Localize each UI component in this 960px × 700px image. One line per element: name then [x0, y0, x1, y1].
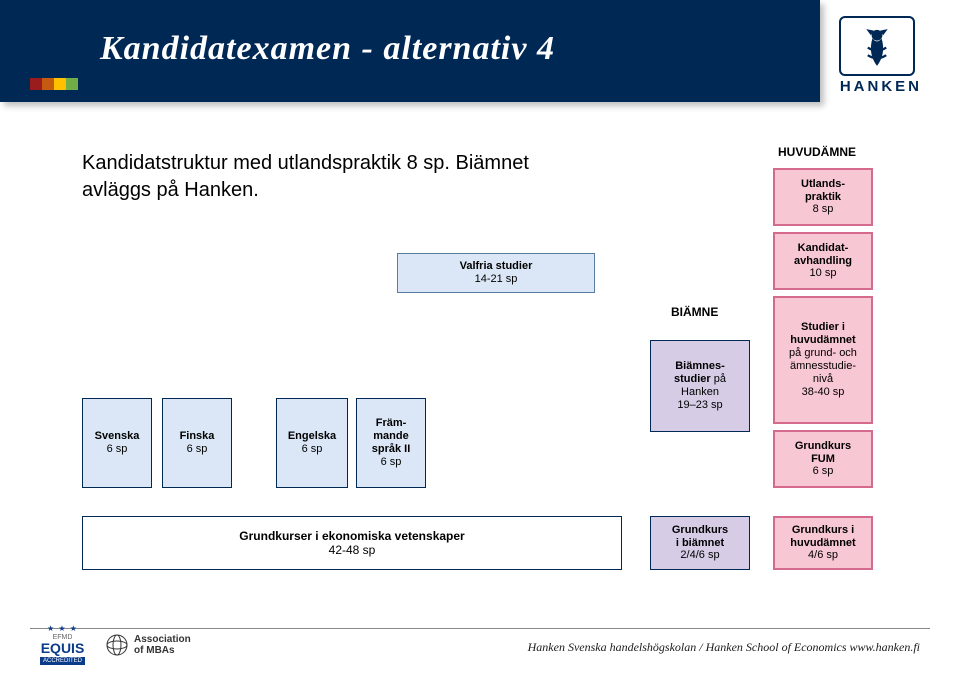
- hanken-logo-text: HANKEN: [840, 78, 922, 95]
- text: mande: [373, 430, 408, 443]
- text: Studier i: [801, 321, 845, 334]
- box-frammande-sprak: Främ- mande språk II 6 sp: [356, 398, 426, 488]
- box-studier-i-huvudamnet: Studier i huvudämnet på grund- och ämnes…: [773, 296, 873, 424]
- subtitle-line2: avläggs på Hanken.: [82, 179, 259, 201]
- text: Grundkurs: [672, 524, 728, 537]
- text: FUM: [811, 453, 835, 466]
- text: 6 sp: [381, 456, 402, 469]
- text: 8 sp: [813, 203, 834, 216]
- text: 38-40 sp: [802, 386, 845, 399]
- box-biamnesstudier: Biämnes- studier på Hanken 19–23 sp: [650, 340, 750, 432]
- text: Grundkurs i: [792, 524, 854, 537]
- text: språk II: [372, 443, 411, 456]
- text: 14-21 sp: [475, 273, 518, 286]
- text: Biämnes-: [675, 360, 725, 372]
- text: Kandidat-: [798, 242, 849, 255]
- huvudamne-label: HUVUDÄMNE: [778, 145, 856, 159]
- text: Grundkurser i ekonomiska vetenskaper: [239, 529, 464, 543]
- text: Utlands-: [801, 178, 845, 191]
- text: avhandling: [794, 255, 852, 268]
- hanken-logo-icon: [839, 16, 915, 76]
- box-kandidat-avhandling: Kandidat- avhandling 10 sp: [773, 232, 873, 290]
- text: Främ-: [376, 417, 407, 430]
- box-grundkurs-huvudamnet: Grundkurs i huvudämnet 4/6 sp: [773, 516, 873, 570]
- box-grundkurs-biamnet: Grundkurs i biämnet 2/4/6 sp: [650, 516, 750, 570]
- text: Grundkurs: [795, 440, 851, 453]
- efmd-equis-logo: ★ ★ ★ EFMD EQUIS ACCREDITED: [40, 625, 85, 665]
- text: Svenska: [95, 430, 140, 443]
- text: 4/6 sp: [808, 549, 838, 562]
- text: Finska: [180, 430, 215, 443]
- text: 2/4/6 sp: [680, 549, 719, 562]
- text: i biämnet: [676, 537, 724, 550]
- box-engelska: Engelska 6 sp: [276, 398, 348, 488]
- footer-logos: ★ ★ ★ EFMD EQUIS ACCREDITED Association …: [40, 625, 191, 665]
- text: på grund- och: [789, 347, 857, 360]
- text: 6 sp: [187, 443, 208, 456]
- globe-icon: [105, 633, 129, 657]
- text: på: [711, 373, 726, 385]
- box-svenska: Svenska 6 sp: [82, 398, 152, 488]
- box-finska: Finska 6 sp: [162, 398, 232, 488]
- text: Engelska: [288, 430, 336, 443]
- subtitle: Kandidatstruktur med utlandspraktik 8 sp…: [82, 150, 602, 204]
- slide-title: Kandidatexamen - alternativ 4: [100, 30, 555, 68]
- hermes-icon: [854, 23, 900, 69]
- text: studier: [674, 373, 711, 385]
- amba-logo: Association of MBAs: [105, 633, 191, 657]
- text: 10 sp: [810, 267, 837, 280]
- text: 42-48 sp: [329, 543, 376, 557]
- text: praktik: [805, 191, 841, 204]
- text: Valfria studier: [460, 260, 533, 273]
- box-ekon-vetenskaper: Grundkurser i ekonomiska vetenskaper 42-…: [82, 516, 622, 570]
- text: huvudämnet: [790, 537, 855, 550]
- box-grundkurs-fum: Grundkurs FUM 6 sp: [773, 430, 873, 488]
- header-stripes: [30, 78, 78, 90]
- subtitle-line1: Kandidatstruktur med utlandspraktik 8 sp…: [82, 152, 529, 174]
- text: 6 sp: [107, 443, 128, 456]
- text: nivå: [813, 373, 833, 386]
- text: 19–23 sp: [677, 399, 722, 412]
- text: ämnesstudie-: [790, 360, 856, 373]
- biamne-label: BIÄMNE: [671, 305, 718, 319]
- text: huvudämnet: [790, 334, 855, 347]
- text: 6 sp: [302, 443, 323, 456]
- box-utlandspraktik: Utlands- praktik 8 sp: [773, 168, 873, 226]
- footer-text: Hanken Svenska handelshögskolan / Hanken…: [528, 640, 920, 655]
- text: 6 sp: [813, 465, 834, 478]
- text: Hanken: [681, 386, 719, 399]
- box-valfria-studier: Valfria studier 14-21 sp: [397, 253, 595, 293]
